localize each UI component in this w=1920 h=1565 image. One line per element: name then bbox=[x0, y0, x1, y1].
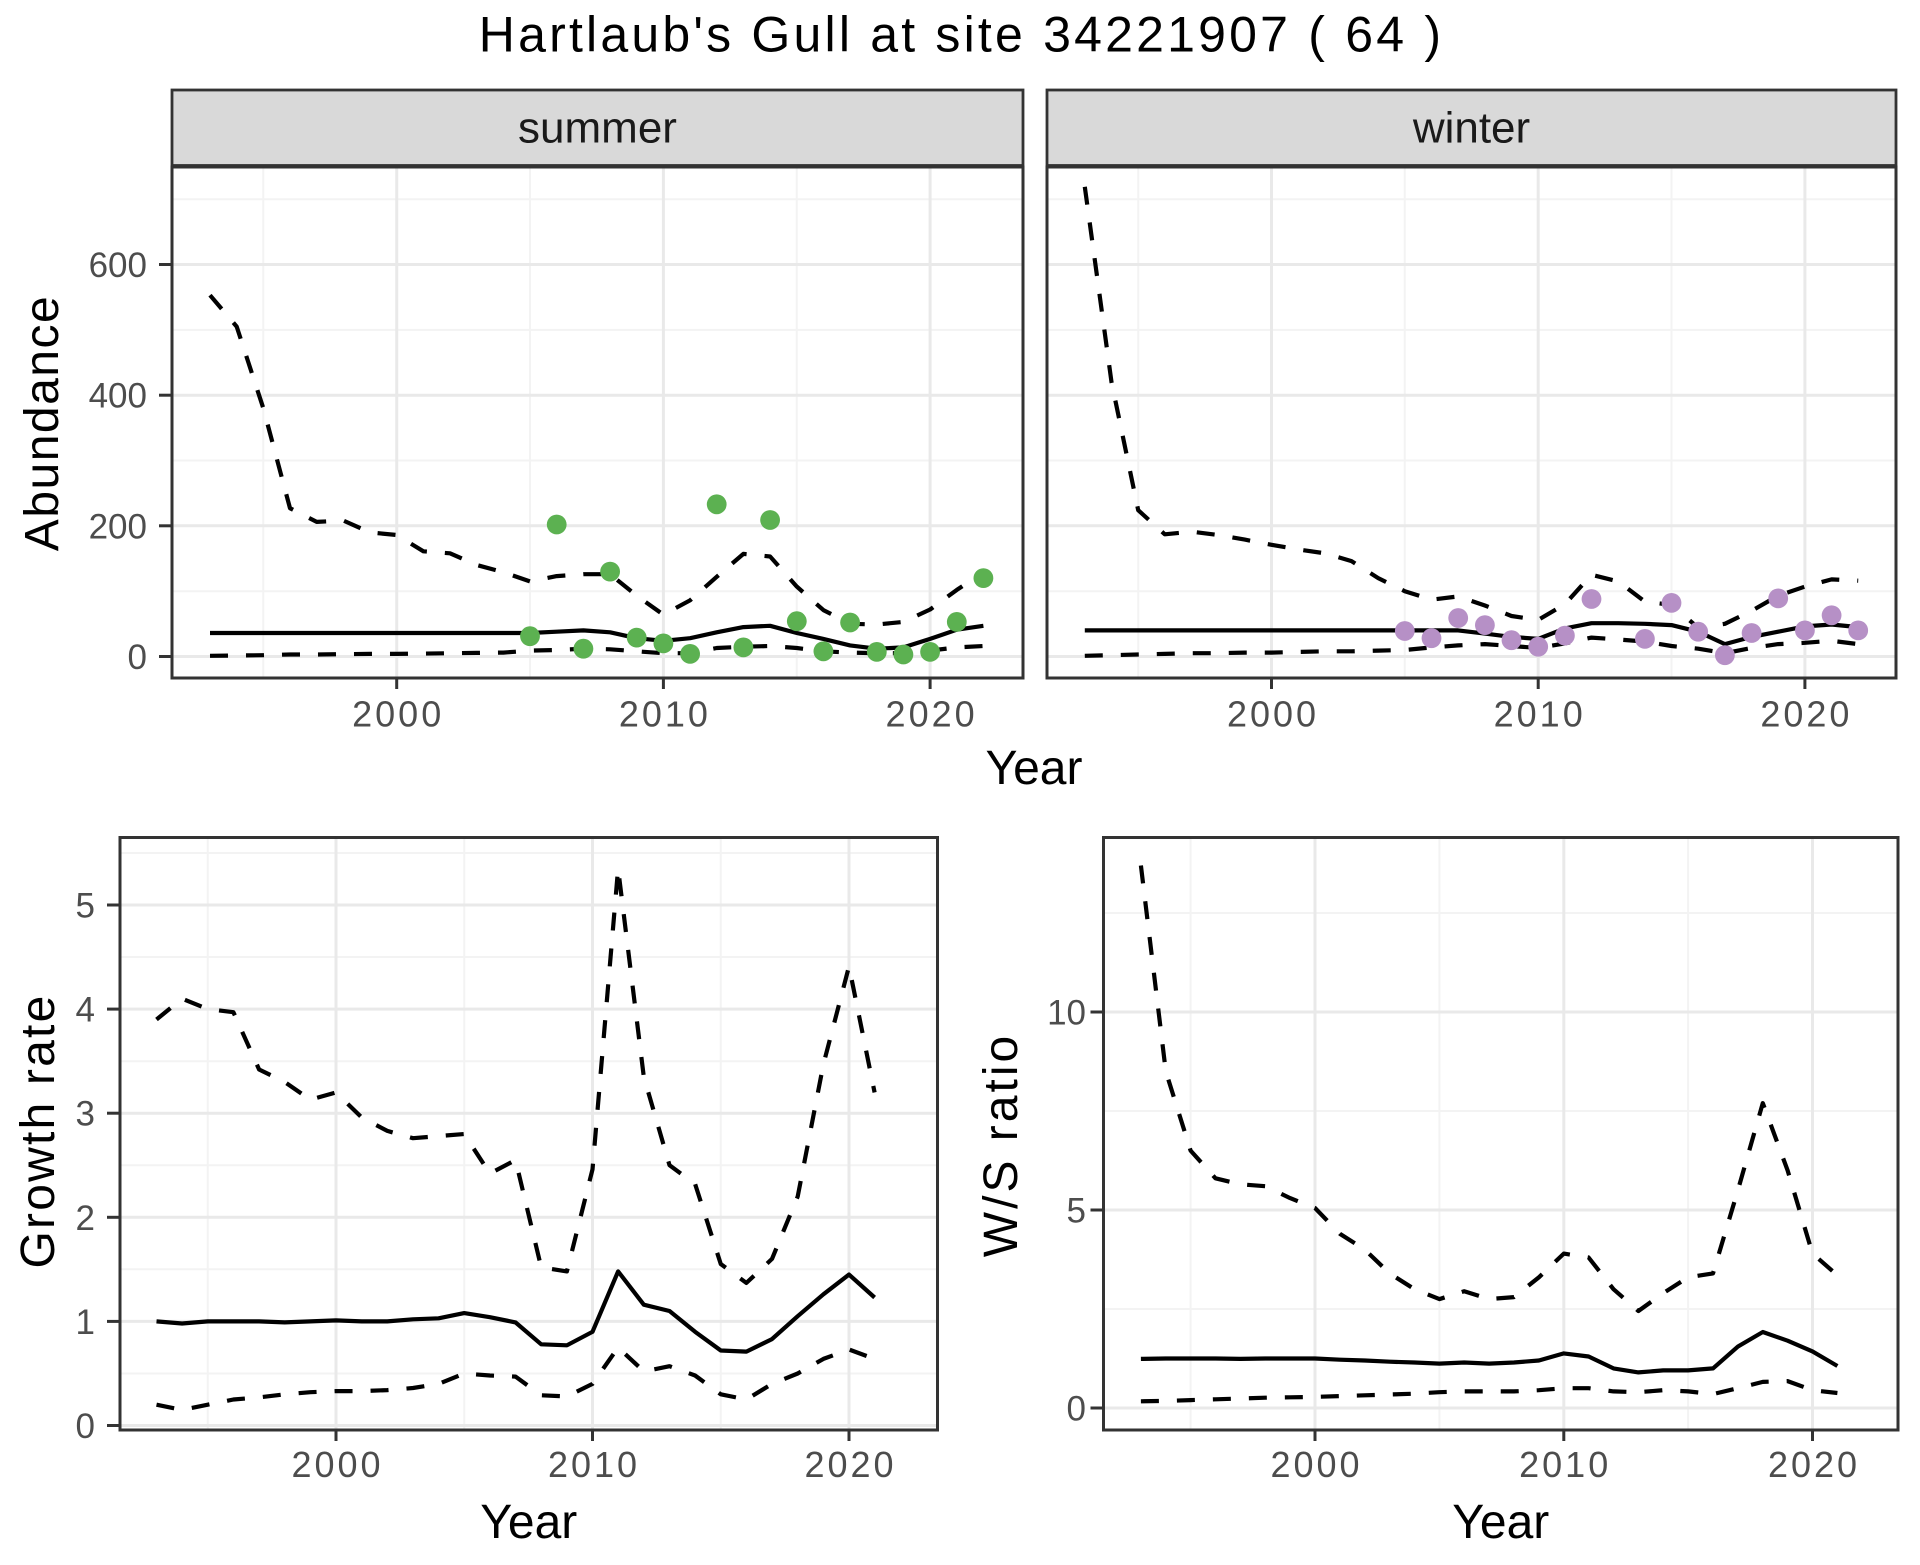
svg-text:2000: 2000 bbox=[291, 1444, 383, 1485]
svg-text:0: 0 bbox=[128, 638, 147, 677]
svg-text:2020: 2020 bbox=[1760, 694, 1852, 735]
svg-text:Year: Year bbox=[480, 1496, 577, 1549]
svg-text:1: 1 bbox=[76, 1303, 95, 1342]
svg-text:2010: 2010 bbox=[1494, 694, 1586, 735]
svg-text:summer: summer bbox=[518, 104, 677, 153]
svg-text:600: 600 bbox=[89, 246, 147, 285]
svg-text:Year: Year bbox=[1452, 1496, 1549, 1549]
svg-text:3: 3 bbox=[76, 1095, 95, 1134]
svg-text:0: 0 bbox=[1067, 1390, 1086, 1429]
svg-text:5: 5 bbox=[1067, 1192, 1086, 1231]
svg-text:Abundance: Abundance bbox=[16, 295, 69, 551]
svg-text:2: 2 bbox=[76, 1199, 95, 1238]
svg-text:Hartlaub's Gull at site 342219: Hartlaub's Gull at site 34221907 ( 64 ) bbox=[479, 6, 1444, 62]
svg-text:2000: 2000 bbox=[1270, 1444, 1362, 1485]
svg-text:Year: Year bbox=[986, 742, 1083, 795]
svg-text:2010: 2010 bbox=[619, 694, 711, 735]
svg-text:2000: 2000 bbox=[1227, 694, 1319, 735]
svg-text:winter: winter bbox=[1412, 104, 1530, 153]
svg-text:2010: 2010 bbox=[1519, 1444, 1611, 1485]
svg-text:W/S ratio: W/S ratio bbox=[975, 1033, 1028, 1257]
svg-text:200: 200 bbox=[89, 507, 147, 546]
svg-text:400: 400 bbox=[89, 377, 147, 416]
svg-text:2010: 2010 bbox=[548, 1444, 640, 1485]
svg-text:2020: 2020 bbox=[804, 1444, 896, 1485]
svg-text:10: 10 bbox=[1047, 994, 1086, 1033]
svg-text:4: 4 bbox=[76, 991, 95, 1030]
svg-text:2020: 2020 bbox=[1768, 1444, 1860, 1485]
svg-text:2000: 2000 bbox=[352, 694, 444, 735]
svg-text:Growth rate: Growth rate bbox=[12, 994, 65, 1269]
svg-text:0: 0 bbox=[76, 1407, 95, 1446]
svg-text:2020: 2020 bbox=[886, 694, 978, 735]
svg-text:5: 5 bbox=[76, 887, 95, 926]
